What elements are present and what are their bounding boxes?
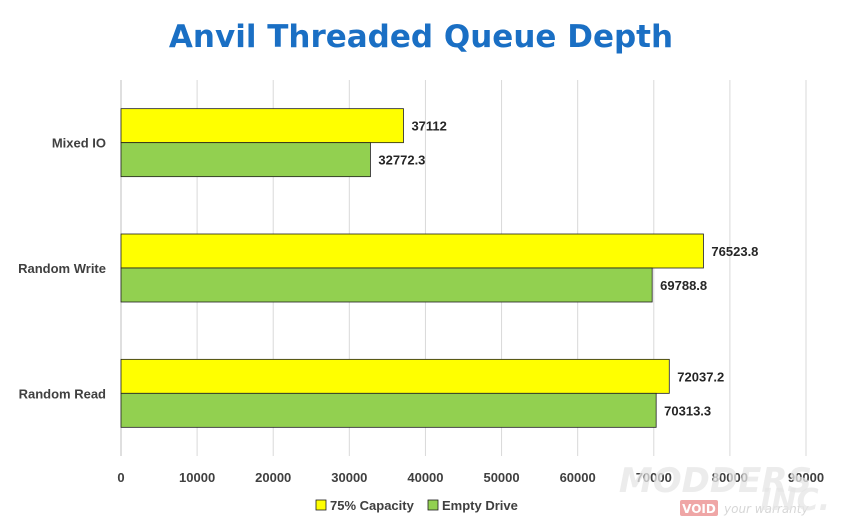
x-tick-label: 90000 — [788, 470, 824, 485]
x-tick-label: 40000 — [407, 470, 443, 485]
category-label: Mixed IO — [52, 136, 106, 151]
data-labels: 37112 32772.3 76523.8 69788.8 72037.2 70313.3 — [378, 119, 758, 419]
x-tick-label: 30000 — [331, 470, 367, 485]
bar-capacity-75 — [120, 358, 670, 394]
bar-empty-drive — [120, 267, 653, 303]
legend-label: Empty Drive — [442, 498, 518, 513]
category-label: Random Write — [18, 261, 106, 276]
bar-empty-drive — [120, 392, 657, 428]
x-tick-label: 20000 — [255, 470, 291, 485]
bar-capacity-75 — [120, 108, 404, 144]
data-label: 37112 — [411, 119, 446, 134]
x-tick-labels: 0 10000 20000 30000 40000 50000 60000 70000 8000… — [117, 470, 824, 485]
data-label: 32772.3 — [378, 153, 425, 168]
x-tick-label: 70000 — [636, 470, 672, 485]
watermark-brand-top: MODDERS — [619, 461, 812, 501]
x-tick-label: 50000 — [483, 470, 519, 485]
data-label: 72037.2 — [677, 369, 724, 384]
x-tick-label: 60000 — [560, 470, 596, 485]
watermark-badge — [680, 500, 718, 516]
x-tick-label: 80000 — [712, 470, 748, 485]
data-label: 76523.8 — [711, 244, 758, 259]
legend-swatch — [427, 499, 439, 511]
data-label: 70313.3 — [664, 403, 711, 418]
bar-empty-drive — [120, 142, 371, 178]
bars — [120, 108, 704, 428]
watermark-badge-text: VOID — [682, 502, 716, 516]
chart-title: Anvil Threaded Queue Depth — [169, 19, 673, 55]
x-tick-label: 0 — [117, 470, 124, 485]
category-labels: Mixed IO Random Write Random Read — [18, 136, 106, 402]
legend: 75% Capacity Empty Drive — [315, 498, 518, 513]
legend-swatch — [315, 499, 327, 511]
watermark-brand-bottom: INC. — [760, 483, 830, 518]
bar-capacity-75 — [120, 233, 704, 269]
category-label: Random Read — [19, 386, 106, 401]
legend-label: 75% Capacity — [330, 498, 415, 513]
data-label: 69788.8 — [660, 278, 707, 293]
watermark-tagline: your warranty — [723, 502, 809, 516]
x-tick-label: 10000 — [179, 470, 215, 485]
